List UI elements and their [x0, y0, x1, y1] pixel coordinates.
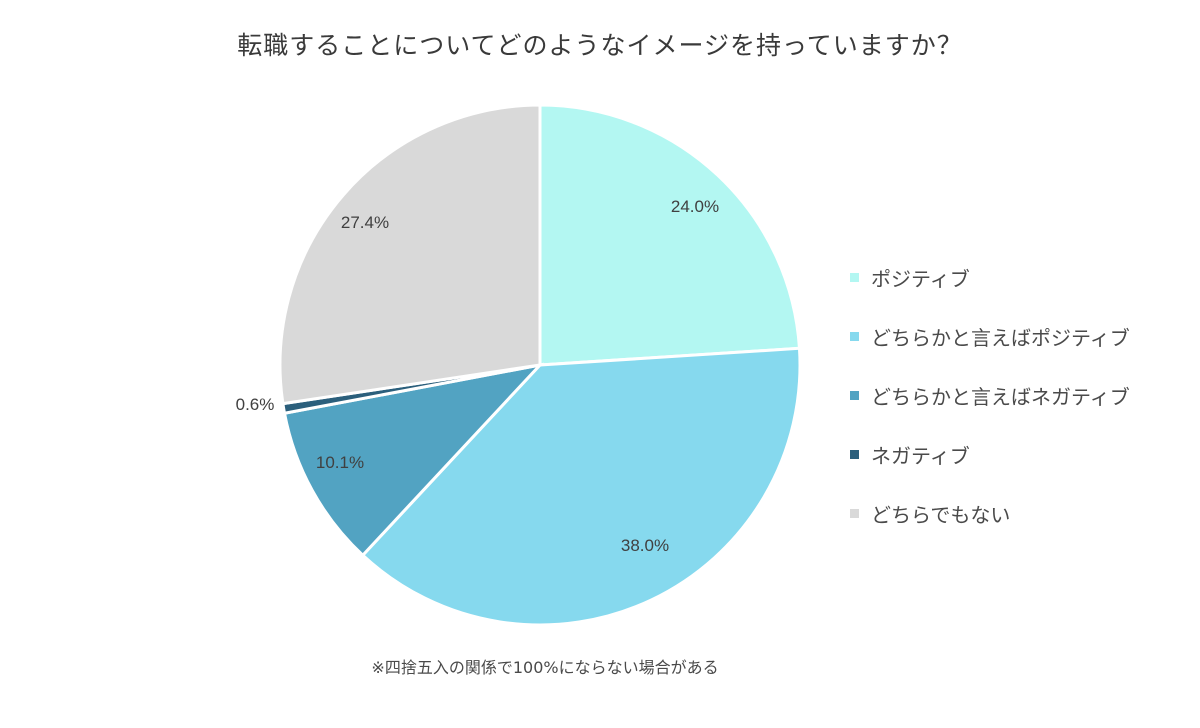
footnote: ※四捨五入の関係で100%にならない場合がある — [371, 658, 719, 677]
legend-swatch — [850, 272, 859, 282]
legend-swatch — [850, 449, 859, 459]
legend-label: ネガティブ — [871, 443, 970, 468]
legend: ポジティブどちらかと言えばポジティブ どちらかと言えばネガティブ ネガティブどちらで… — [850, 262, 1130, 557]
legend-item: ネガティブ — [850, 439, 1130, 469]
legend-label: ポジティブ — [871, 266, 970, 291]
pie-slice — [278, 103, 542, 406]
legend-swatch — [850, 508, 859, 518]
pie-slice — [282, 362, 545, 558]
slice-data-label: 24.0% — [671, 197, 719, 216]
legend-item: どちらかと言えばネガティブ — [850, 380, 1130, 410]
slice-data-label: 0.6% — [236, 395, 275, 414]
legend-swatch — [850, 331, 859, 341]
slice-data-label: 38.0% — [621, 536, 669, 555]
pie-slice — [538, 103, 802, 367]
legend-item: ポジティブ — [850, 262, 1130, 292]
legend-label: どちらかと言えばネガティブ — [871, 384, 1130, 409]
slice-data-label: 27.4% — [341, 213, 389, 232]
legend-label: どちらでもない — [871, 502, 1011, 527]
legend-label: どちらかと言えばポジティブ — [871, 325, 1130, 350]
pie-slice — [360, 346, 802, 627]
legend-item: どちらかと言えばポジティブ — [850, 321, 1130, 351]
chart-title: 転職することについてどのようなイメージを持っていますか？ — [237, 31, 963, 60]
legend-swatch — [850, 390, 859, 400]
legend-item: どちらでもない — [850, 498, 1130, 528]
slice-data-label: 10.1% — [316, 453, 364, 472]
